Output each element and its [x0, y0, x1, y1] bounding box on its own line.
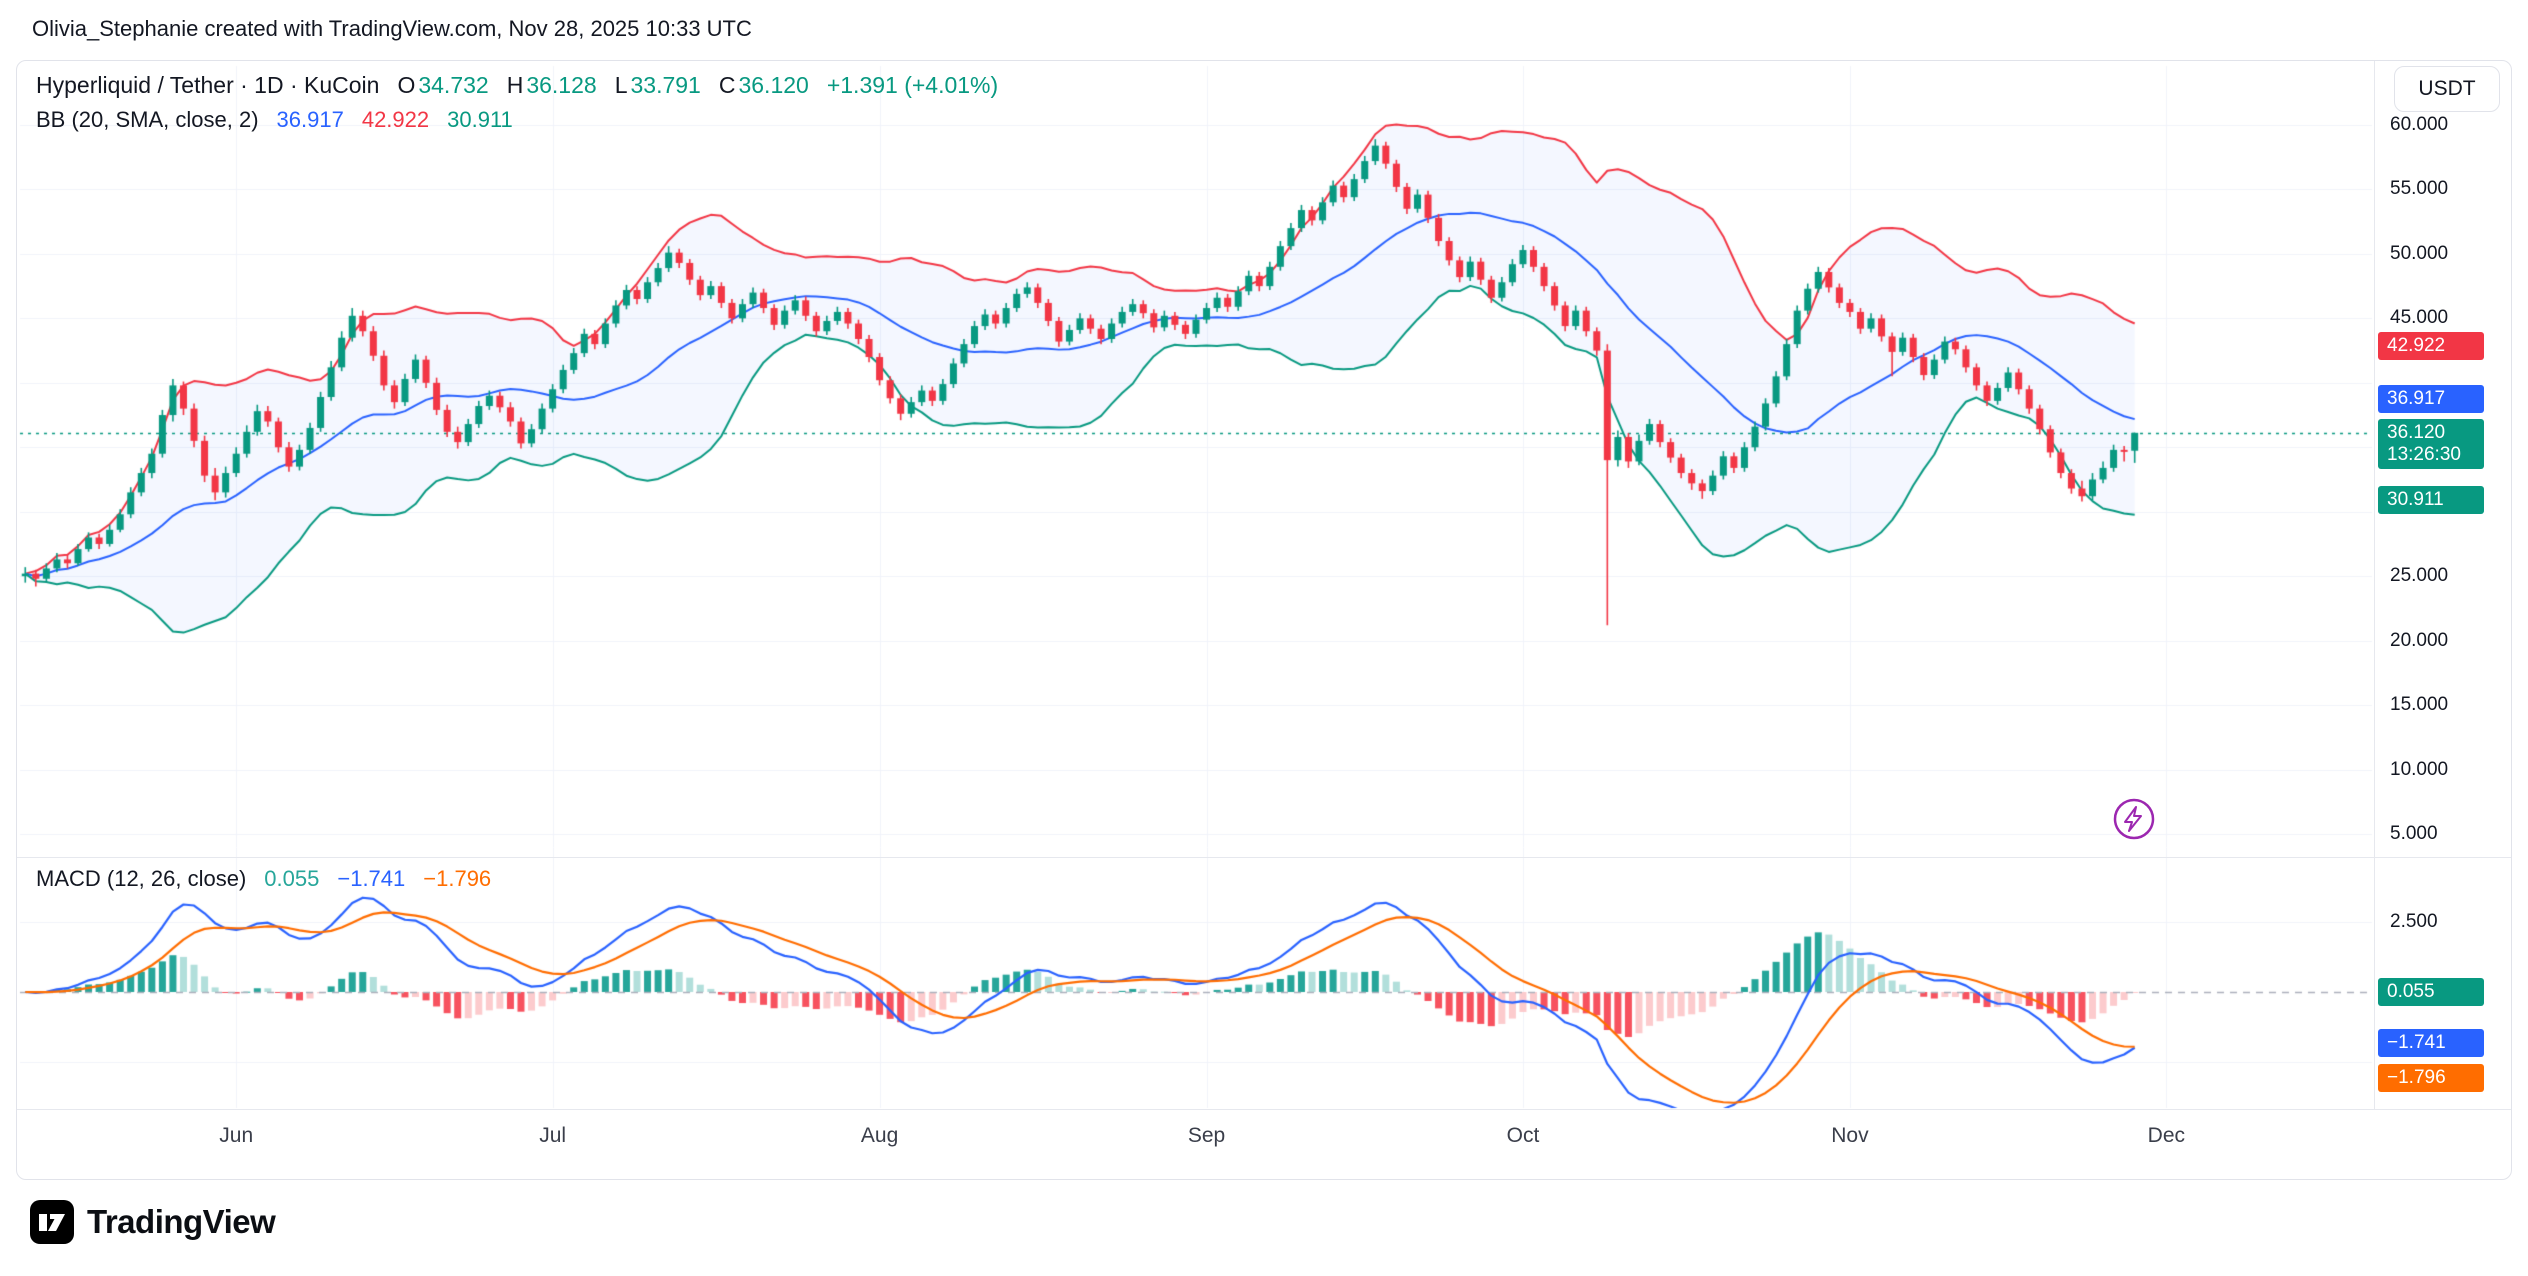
price-tick-label: 10.000 [2390, 758, 2449, 780]
brand-name: TradingView [87, 1203, 276, 1240]
price-axis-separator [2374, 61, 2375, 1109]
macd-line-value: −1.741 [337, 866, 406, 891]
lightning-bolt-icon [2113, 798, 2155, 840]
pane-separator[interactable] [17, 857, 2511, 858]
macd-title: MACD (12, 26, close) [36, 866, 247, 891]
low-label: L [614, 72, 628, 98]
ohlc-close: C 36.120 [719, 72, 809, 99]
lower-band-price-label: 30.911 [2378, 486, 2484, 514]
low-value: 33.791 [630, 72, 701, 98]
instant-trading-button[interactable] [2112, 797, 2156, 841]
price-tick-label: 50.000 [2390, 242, 2449, 264]
countdown-timer: 13:26:30 [2387, 444, 2461, 465]
price-tick-label: 45.000 [2390, 307, 2449, 329]
price-tick-label: 20.000 [2390, 629, 2449, 651]
open-label: O [397, 72, 416, 98]
footer-brand: TradingView [30, 1200, 276, 1244]
last-price-label: 36.120 13:26:30 [2378, 419, 2484, 469]
ohlc-high: H 36.128 [507, 72, 597, 99]
close-label: C [718, 72, 736, 98]
bollinger-legend: BB (20, SMA, close, 2) 36.917 42.922 30.… [36, 107, 513, 133]
price-tick-label: 15.000 [2390, 694, 2449, 716]
symbol-title: Hyperliquid / Tether · 1D · KuCoin [36, 72, 380, 98]
month-label: Dec [2147, 1124, 2186, 1147]
tradingview-logo-icon [30, 1200, 74, 1244]
macd-histogram-axis-label: 0.055 [2378, 978, 2484, 1006]
close-value: 36.120 [738, 72, 809, 98]
macd-signal-value: −1.796 [423, 866, 492, 891]
macd-signal-axis-label: −1.796 [2378, 1064, 2484, 1092]
bollinger-title: BB (20, SMA, close, 2) [36, 107, 259, 132]
month-label: Jul [539, 1124, 567, 1147]
bollinger-basis-value: 36.917 [276, 107, 344, 132]
ohlc-open: O 34.732 [397, 72, 488, 99]
price-tick-label: 60.000 [2390, 114, 2449, 135]
symbol-legend: Hyperliquid / Tether · 1D · KuCoin O 34.7… [36, 72, 998, 99]
month-label: Sep [1187, 1124, 1226, 1147]
bollinger-lower-value: 30.911 [447, 107, 513, 132]
open-value: 34.732 [418, 72, 489, 98]
time-axis-separator [17, 1109, 2511, 1110]
price-tick-label: 5.000 [2390, 823, 2438, 844]
macd-tick-label: 2.500 [2390, 911, 2438, 932]
macd-legend: MACD (12, 26, close) 0.055 −1.741 −1.796 [36, 866, 491, 892]
month-label: Nov [1831, 1124, 1869, 1147]
last-price-value: 36.120 [2387, 422, 2446, 443]
bollinger-upper-value: 42.922 [361, 107, 430, 132]
macd-line-axis-label: −1.741 [2378, 1029, 2484, 1057]
price-tick-label: 25.000 [2390, 565, 2449, 587]
month-label: Oct [1506, 1124, 1540, 1147]
month-label: Jun [219, 1124, 254, 1147]
upper-band-price-label: 42.922 [2378, 332, 2484, 360]
currency-button[interactable]: USDT [2394, 66, 2500, 112]
change-value: +1.391 (+4.01%) [826, 72, 999, 98]
high-value: 36.128 [526, 72, 597, 98]
ohlc-low: L 33.791 [615, 72, 701, 99]
price-tick-label: 55.000 [2390, 178, 2449, 200]
macd-histogram-value: 0.055 [264, 866, 320, 891]
month-label: Aug [860, 1124, 899, 1147]
high-label: H [506, 72, 524, 98]
basis-price-label: 36.917 [2378, 385, 2484, 413]
